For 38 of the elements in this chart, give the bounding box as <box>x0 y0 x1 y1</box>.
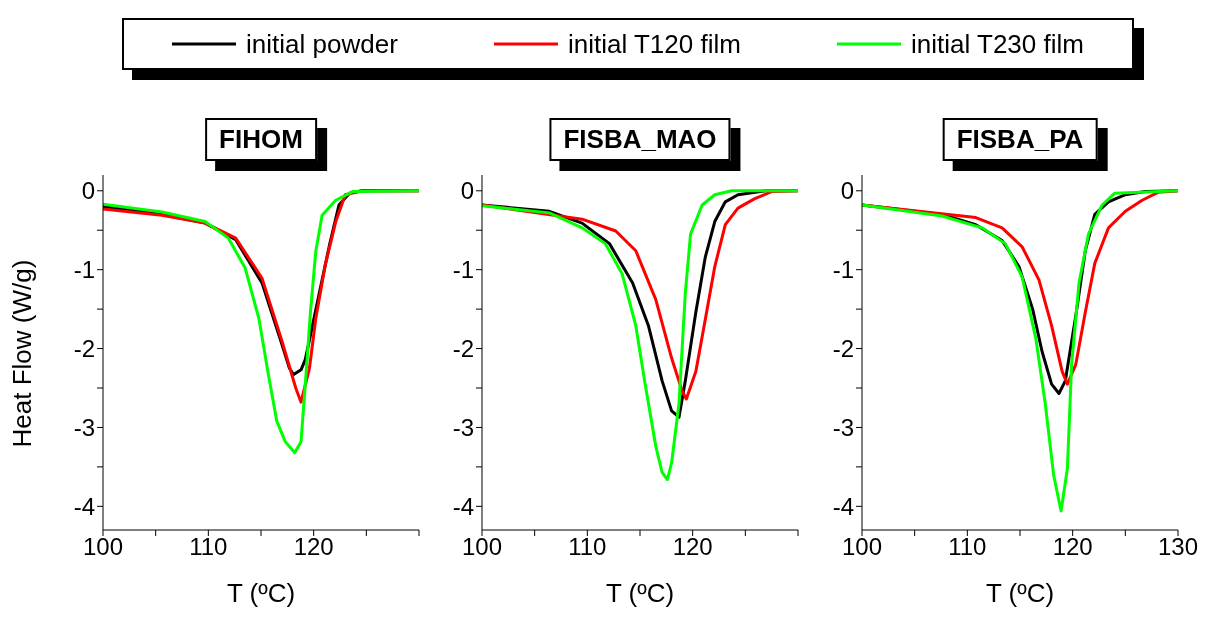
line-series <box>482 189 798 482</box>
legend-label: initial T120 film <box>567 28 741 60</box>
x-tick-label: 110 <box>948 533 987 561</box>
x-axis-title: T (ºC) <box>226 578 296 608</box>
y-tick-label: 0 <box>81 177 95 205</box>
y-tick-label: -3 <box>452 413 474 441</box>
legend-label: initial T230 film <box>911 28 1084 60</box>
x-tick-label: 120 <box>1052 533 1093 561</box>
x-tick-label: 110 <box>189 533 228 561</box>
line-series <box>862 189 1178 513</box>
y-tick-label: -3 <box>832 413 854 441</box>
y-tick-label: -4 <box>832 492 854 520</box>
chart-title: FISBA_MAO <box>549 118 731 161</box>
x-tick-label: 100 <box>82 533 124 561</box>
y-tick-label: 0 <box>840 177 854 205</box>
x-tick-label: 130 <box>1157 533 1199 561</box>
legend-label: initial powder <box>246 28 398 60</box>
y-tick-label: -3 <box>73 413 95 441</box>
y-tick-label: -1 <box>73 256 95 284</box>
x-tick-label: 100 <box>461 533 503 561</box>
line-series <box>103 189 419 455</box>
y-tick-label: -2 <box>452 335 474 363</box>
y-tick-label: -4 <box>73 492 95 520</box>
y-axis-title: Heat Flow (W/g) <box>7 259 38 448</box>
x-axis-title: T (ºC) <box>605 578 675 608</box>
y-tick-label: 0 <box>460 177 474 205</box>
chart-title: FISBA_PA <box>942 118 1098 161</box>
x-tick-label: 120 <box>672 533 713 561</box>
y-tick-label: -1 <box>452 256 474 284</box>
y-tick-label: -2 <box>73 335 95 363</box>
x-tick-label: 110 <box>568 533 607 561</box>
x-axis-title: T (ºC) <box>985 578 1055 608</box>
x-tick-label: 120 <box>293 533 334 561</box>
x-tick-label: 100 <box>841 533 883 561</box>
y-tick-label: -2 <box>832 335 854 363</box>
y-tick-label: -1 <box>832 256 854 284</box>
y-tick-label: -4 <box>452 492 474 520</box>
chart-title: FIHOM <box>205 118 317 161</box>
